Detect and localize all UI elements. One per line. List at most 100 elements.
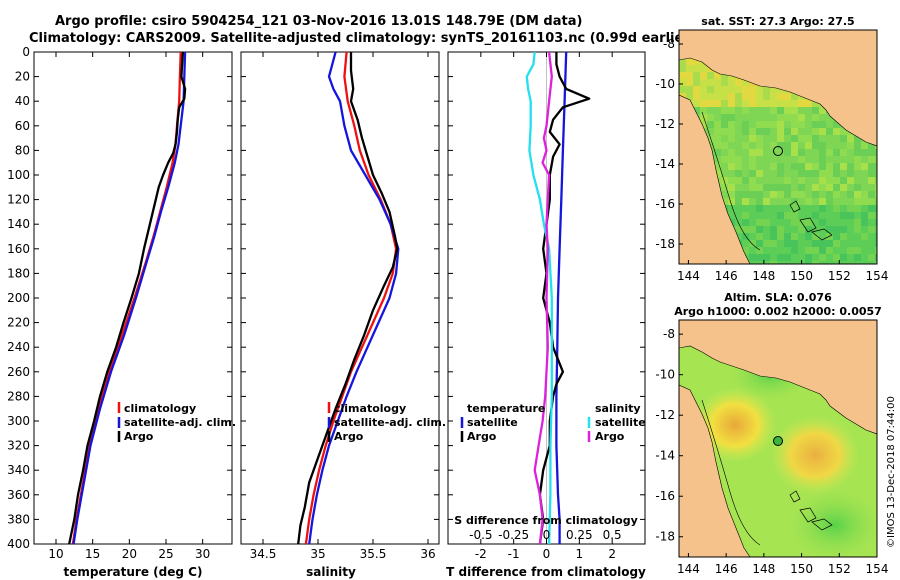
sst-cell xyxy=(686,58,693,65)
x-tick-label: 10 xyxy=(48,547,63,561)
sst-cell xyxy=(840,128,847,135)
sst-cell xyxy=(777,261,784,264)
sst-cell xyxy=(756,226,763,233)
sst-reef-islands xyxy=(789,200,833,241)
sst-cell xyxy=(756,121,763,128)
sst-cell xyxy=(763,212,770,219)
sst-cell xyxy=(805,163,812,170)
sst-cell xyxy=(749,198,756,205)
sst-cell xyxy=(714,128,721,135)
sst-cell xyxy=(812,156,819,163)
sst-cell xyxy=(819,149,826,156)
sst-cell xyxy=(742,198,749,205)
sst-cell xyxy=(742,86,749,93)
sst-cell xyxy=(721,142,728,149)
sst-cell xyxy=(784,177,791,184)
temperature-xlabel: temperature (deg C) xyxy=(64,565,203,579)
x-tick-label: 2 xyxy=(608,547,616,561)
sst-cell xyxy=(791,212,798,219)
sst-cell xyxy=(721,163,728,170)
sst-cell xyxy=(693,86,700,93)
sst-cell xyxy=(749,205,756,212)
sst-cell xyxy=(812,226,819,233)
sst-cell xyxy=(749,156,756,163)
sst-cell xyxy=(763,100,770,107)
sst-cell xyxy=(791,254,798,261)
sst-cell xyxy=(714,72,721,79)
sst-cell xyxy=(714,107,721,114)
sst-cell xyxy=(763,156,770,163)
sst-cell xyxy=(742,226,749,233)
sst-cell xyxy=(861,142,868,149)
map-lon-label: 146 xyxy=(715,562,738,576)
sst-cell xyxy=(742,135,749,142)
sst-cell xyxy=(847,191,854,198)
sst-cell xyxy=(721,100,728,107)
sst-cell xyxy=(756,261,763,264)
sst-cell xyxy=(875,261,877,264)
sst-cell xyxy=(791,170,798,177)
sst-cell xyxy=(805,100,812,107)
sst-cell xyxy=(770,107,777,114)
sst-cell xyxy=(721,135,728,142)
sst-cell xyxy=(735,170,742,177)
depth-tick-label: 200 xyxy=(7,291,30,305)
sst-cell xyxy=(749,128,756,135)
sst-cell xyxy=(763,93,770,100)
sst-cell xyxy=(756,156,763,163)
sst-cell xyxy=(749,191,756,198)
map-lon-label: 148 xyxy=(752,562,775,576)
sst-cell xyxy=(770,100,777,107)
sst-cell xyxy=(777,156,784,163)
sst-cell xyxy=(770,240,777,247)
sst-cell xyxy=(812,191,819,198)
s-difference-xlabel: S difference from climatology xyxy=(454,514,638,527)
sst-cell xyxy=(770,121,777,128)
sst-cell xyxy=(735,142,742,149)
sst-cell xyxy=(840,149,847,156)
sst-cell xyxy=(798,135,805,142)
sst-cell xyxy=(854,226,861,233)
sst-cell xyxy=(847,163,854,170)
sst-cell xyxy=(791,184,798,191)
sst-cell xyxy=(826,142,833,149)
x-tick-label: 0 xyxy=(543,547,551,561)
sst-cell xyxy=(791,107,798,114)
sst-cell xyxy=(735,86,742,93)
sst-cell xyxy=(770,170,777,177)
sst-cell xyxy=(735,205,742,212)
sst-cell xyxy=(728,156,735,163)
sst-cell xyxy=(868,163,875,170)
x-tick-label: 20 xyxy=(122,547,137,561)
sst-cell xyxy=(763,149,770,156)
sst-cell xyxy=(812,107,819,114)
sst-cell xyxy=(742,107,749,114)
sst-cell xyxy=(833,191,840,198)
sst-cell xyxy=(679,72,686,79)
series-line-satellite-adj-clim- xyxy=(308,52,400,544)
sst-cell xyxy=(805,205,812,212)
map-lon-label: 154 xyxy=(866,562,889,576)
temperature-plot-area xyxy=(33,51,233,545)
sst-cell xyxy=(756,142,763,149)
sst-cell xyxy=(847,261,854,264)
sst-cell xyxy=(770,163,777,170)
sst-cell xyxy=(756,107,763,114)
sst-cell xyxy=(805,170,812,177)
sst-cell xyxy=(833,156,840,163)
map-lat-label: -8 xyxy=(663,327,675,341)
sst-cell xyxy=(756,86,763,93)
sst-cell xyxy=(868,184,875,191)
legend-label-satellite: satellite-adj. clim. xyxy=(124,416,236,429)
sst-cell xyxy=(791,240,798,247)
sst-cell xyxy=(833,121,840,128)
sst-cell xyxy=(777,163,784,170)
sst-cell xyxy=(798,212,805,219)
sst-cell xyxy=(819,170,826,177)
sst-cell xyxy=(798,170,805,177)
sst-cell xyxy=(805,247,812,254)
sst-cell xyxy=(875,240,877,247)
map-lon-label: 152 xyxy=(828,562,851,576)
sst-cell xyxy=(854,149,861,156)
sst-cell xyxy=(805,212,812,219)
